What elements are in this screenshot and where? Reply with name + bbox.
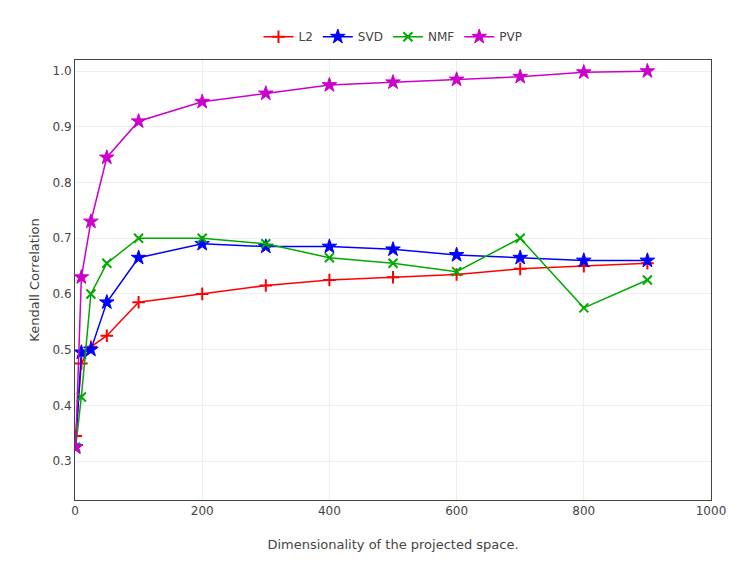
svg-text:SVD: SVD	[358, 30, 383, 44]
svg-text:0.7: 0.7	[53, 231, 72, 245]
svg-text:PVP: PVP	[499, 30, 522, 44]
svg-text:800: 800	[572, 504, 595, 518]
svg-text:Dimensionality of the projecte: Dimensionality of the projected space.	[267, 537, 518, 552]
svg-text:1.0: 1.0	[53, 64, 72, 78]
svg-text:0.3: 0.3	[53, 454, 72, 468]
svg-text:0.6: 0.6	[53, 287, 72, 301]
svg-text:L2: L2	[299, 30, 313, 44]
svg-text:0.8: 0.8	[53, 176, 72, 190]
svg-text:1000: 1000	[696, 504, 727, 518]
svg-text:0: 0	[71, 504, 79, 518]
svg-text:0.4: 0.4	[53, 399, 72, 413]
svg-text:600: 600	[445, 504, 468, 518]
svg-text:Kendall Correlation: Kendall Correlation	[27, 218, 42, 341]
svg-text:400: 400	[318, 504, 341, 518]
svg-text:0.5: 0.5	[53, 343, 72, 357]
svg-text:200: 200	[191, 504, 214, 518]
svg-text:NMF: NMF	[428, 30, 454, 44]
svg-text:0.9: 0.9	[53, 120, 72, 134]
